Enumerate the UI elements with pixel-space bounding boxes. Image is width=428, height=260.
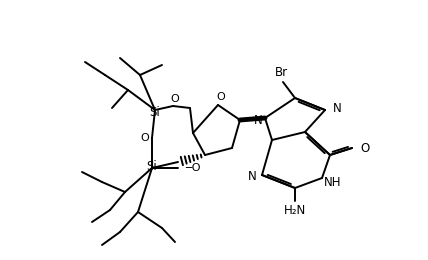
Text: NH: NH	[324, 177, 342, 190]
Text: O: O	[217, 92, 226, 102]
Text: Si: Si	[147, 159, 158, 172]
Text: H₂N: H₂N	[284, 204, 306, 217]
Text: Si: Si	[150, 106, 160, 119]
Text: O: O	[360, 141, 369, 154]
Text: Br: Br	[274, 66, 288, 79]
Text: N: N	[254, 114, 263, 127]
Text: ─O: ─O	[185, 163, 200, 173]
Text: N: N	[248, 171, 257, 184]
Text: O: O	[141, 133, 149, 143]
Text: O: O	[171, 94, 179, 104]
Text: N: N	[333, 101, 342, 114]
